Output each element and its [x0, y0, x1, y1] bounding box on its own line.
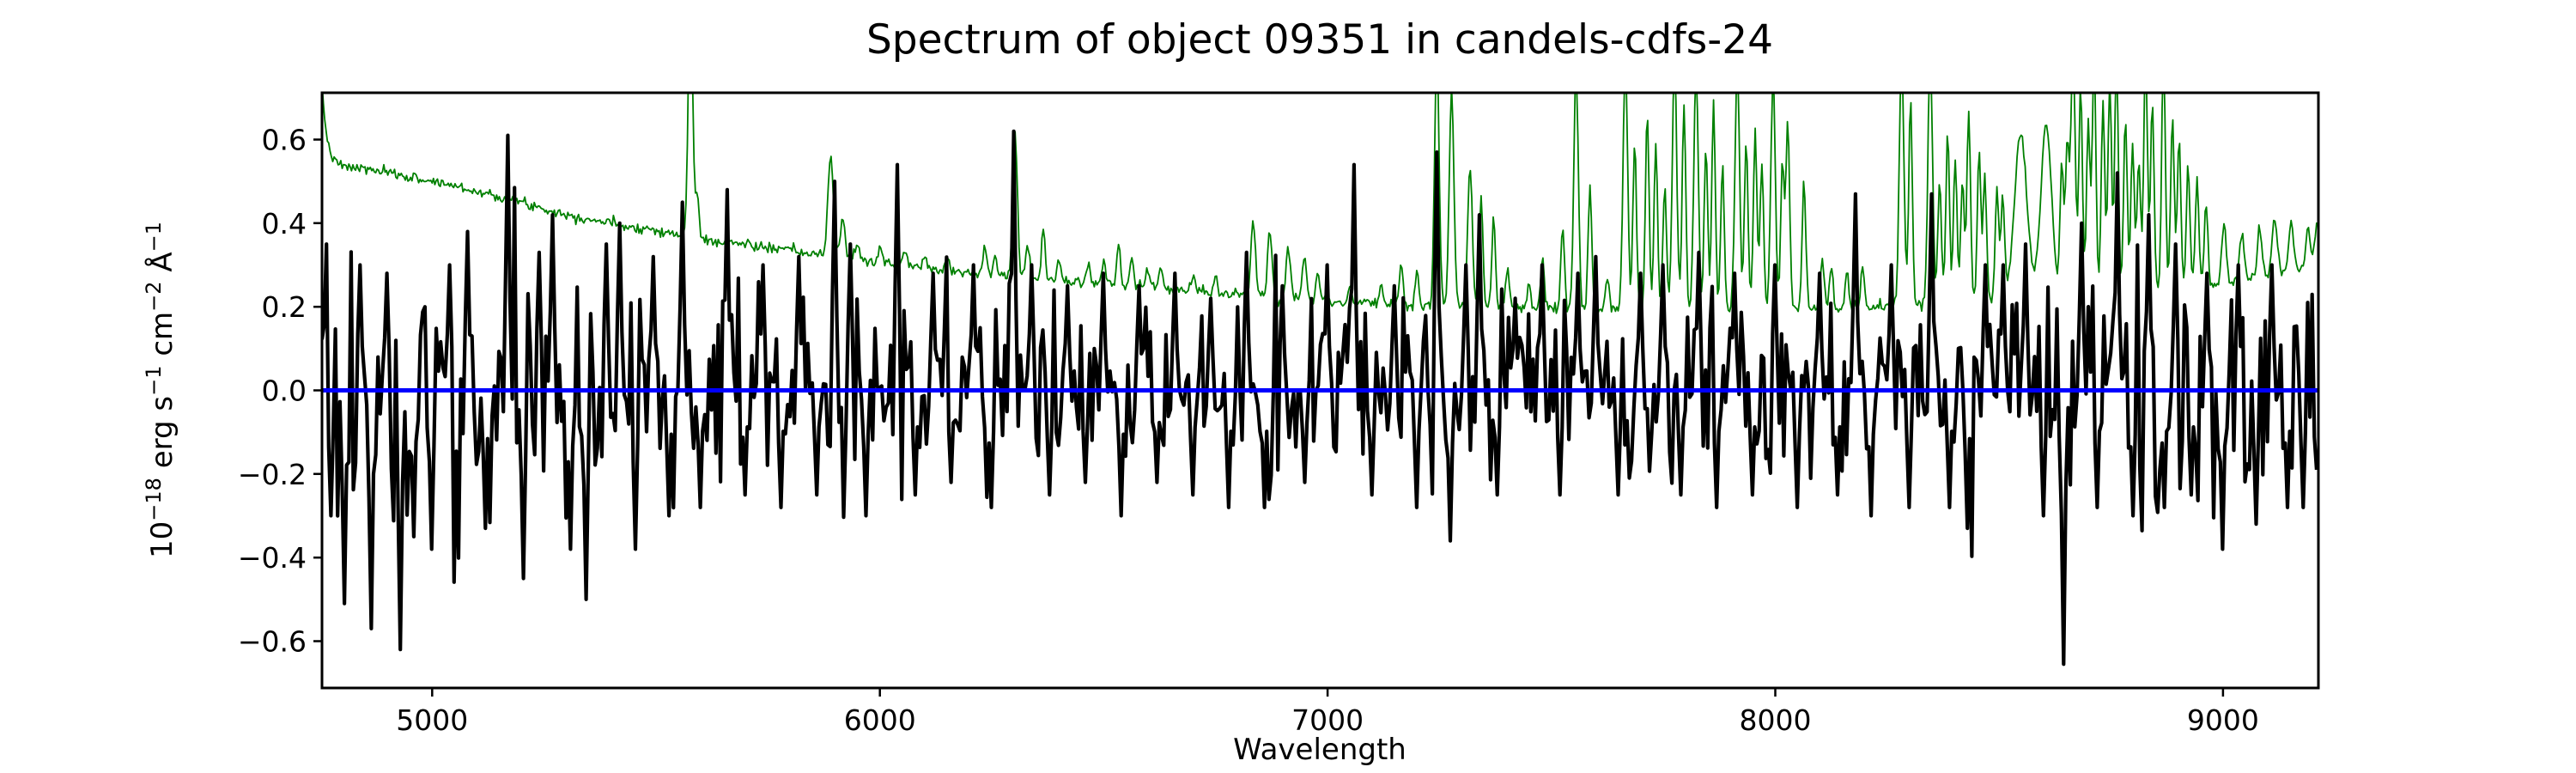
x-axis-ticks	[431, 688, 2225, 697]
y-axis-tick-labels: 0.6 0.4 0.2 0.0 −0.2 −0.4 −0.6	[238, 124, 307, 659]
y-tick-label: 0.0	[262, 374, 307, 408]
x-tick-label: 9000	[2187, 703, 2259, 737]
x-tick-label: 5000	[396, 703, 468, 737]
x-axis-tick-labels: 5000 6000 7000 8000 9000	[396, 703, 2259, 737]
x-tick-label: 8000	[1740, 703, 1812, 737]
y-tick-label: 0.2	[262, 290, 307, 324]
y-tick-label: −0.6	[238, 625, 307, 659]
chart-title: Spectrum of object 09351 in candels-cdfs…	[866, 16, 1773, 64]
y-tick-label: −0.4	[238, 541, 307, 575]
x-tick-label: 7000	[1291, 703, 1364, 737]
y-tick-label: 0.4	[262, 207, 307, 240]
y-axis-label: 10−18 erg s−1 cm−2 Å−1	[142, 222, 179, 558]
x-axis-label: Wavelength	[1233, 733, 1406, 767]
y-tick-label: −0.2	[238, 458, 307, 491]
y-tick-label: 0.6	[262, 124, 307, 157]
y-axis-ticks	[313, 138, 322, 642]
x-tick-label: 6000	[844, 703, 916, 737]
flux-spectrum-line	[322, 129, 2318, 666]
error-spectrum-line	[322, 93, 2318, 314]
